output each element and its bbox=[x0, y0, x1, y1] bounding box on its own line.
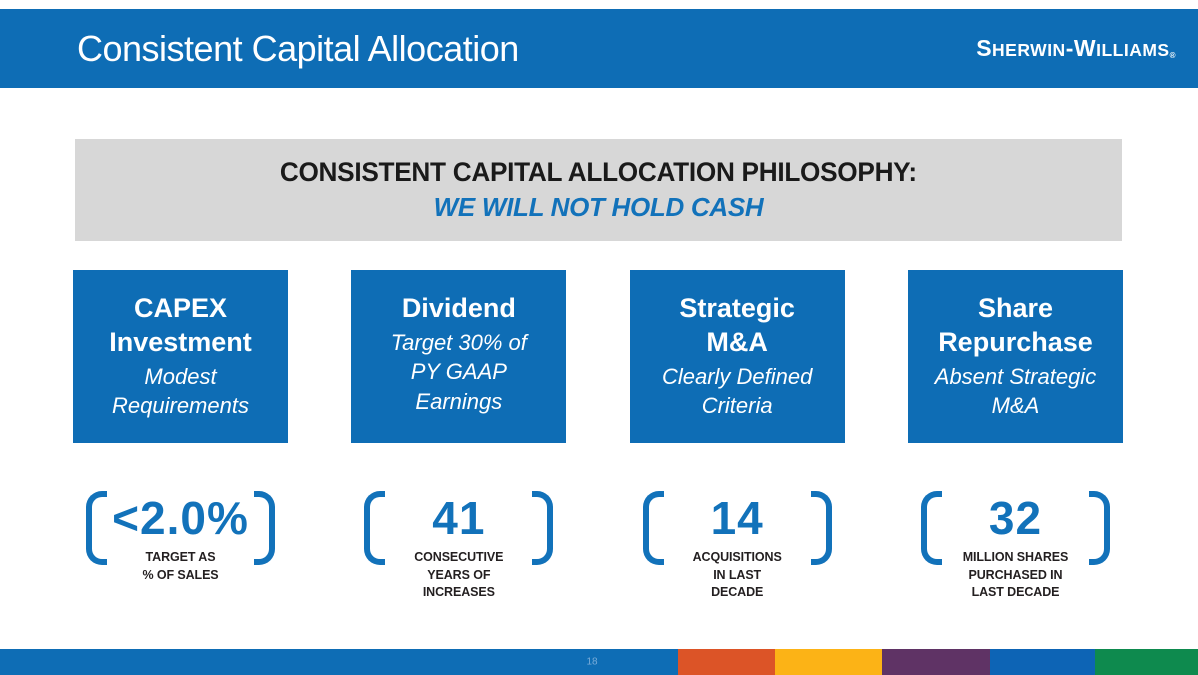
pillar-card-capex: CAPEX Investment Modest Requirements bbox=[73, 270, 288, 443]
stat-value: 41 bbox=[432, 492, 486, 544]
pillar-subtitle: Modest Requirements bbox=[112, 363, 249, 419]
stat-dividend-years: 41 CONSECUTIVE YEARS OF INCREASES bbox=[351, 488, 566, 602]
footer-segment-purple bbox=[882, 649, 990, 675]
stat-shares-purchased: 32 MILLION SHARES PURCHASED IN LAST DECA… bbox=[908, 488, 1123, 602]
bracket-left bbox=[86, 491, 107, 565]
page-number: 18 bbox=[586, 656, 598, 668]
stat-caption: ACQUISITIONS IN LAST DECADE bbox=[692, 550, 782, 599]
pillar-card-share-repurchase: Share Repurchase Absent Strategic M&A bbox=[907, 270, 1123, 443]
stat-caption: CONSECUTIVE YEARS OF INCREASES bbox=[414, 550, 504, 599]
bracket-left bbox=[364, 491, 386, 565]
footer-bar: 18 bbox=[0, 649, 1198, 675]
sherwin-williams-logo: S HERWIN - W ILLIAMS ® bbox=[976, 35, 1176, 61]
bracket-right bbox=[254, 491, 275, 565]
pillar-card-dividend: Dividend Target 30% of PY GAAP Earnings bbox=[351, 270, 567, 443]
logo-text: S bbox=[976, 35, 993, 61]
bracket-right bbox=[810, 491, 832, 565]
stat-caption: MILLION SHARES PURCHASED IN LAST DECADE bbox=[962, 550, 1069, 599]
banner-subheading: WE WILL NOT HOLD CASH bbox=[433, 192, 764, 222]
header-bar: Consistent Capital Allocation S HERWIN - W I… bbox=[0, 9, 1198, 88]
footer-segment-green bbox=[1095, 649, 1198, 675]
stat-capex-target: <2.0% TARGET AS % OF SALES bbox=[73, 488, 288, 602]
footer-segment-blue bbox=[990, 649, 1095, 675]
philosophy-banner: CONSISTENT CAPITAL ALLOCATION PHILOSOPHY… bbox=[75, 139, 1122, 241]
stat-acquisitions: 14 ACQUISITIONS IN LAST DECADE bbox=[630, 488, 845, 602]
pillar-subtitle: Clearly Defined Criteria bbox=[661, 363, 813, 419]
bracket-left bbox=[642, 491, 664, 565]
bracket-right bbox=[532, 491, 554, 565]
stats-row: <2.0% TARGET AS % OF SALES 41 CONSECUTIV… bbox=[73, 488, 1123, 602]
stat-value: 32 bbox=[988, 492, 1043, 544]
bracket-left bbox=[920, 491, 942, 565]
footer-segment-orange bbox=[678, 649, 775, 675]
bracket-right bbox=[1088, 491, 1110, 565]
slide-title: Consistent Capital Allocation bbox=[77, 27, 519, 69]
banner-heading: CONSISTENT CAPITAL ALLOCATION PHILOSOPHY… bbox=[279, 157, 917, 187]
footer-segment-yellow bbox=[775, 649, 882, 675]
footer-main-segment: 18 bbox=[0, 649, 678, 675]
stat-value: 14 bbox=[710, 492, 764, 544]
pillar-title: Dividend bbox=[401, 293, 516, 323]
pillar-cards-row: CAPEX Investment Modest Requirements Div… bbox=[73, 270, 1123, 443]
pillar-title: Strategic M&A bbox=[679, 293, 795, 357]
stat-value: <2.0% bbox=[112, 492, 249, 544]
pillar-subtitle: Target 30% of PY GAAP Earnings bbox=[390, 329, 527, 415]
stat-caption: TARGET AS % OF SALES bbox=[142, 550, 219, 582]
pillar-card-strategic-ma: Strategic M&A Clearly Defined Criteria bbox=[629, 270, 845, 443]
registered-mark: ® bbox=[1169, 51, 1176, 60]
pillar-subtitle: Absent Strategic M&A bbox=[934, 363, 1097, 419]
pillar-title: CAPEX Investment bbox=[109, 293, 252, 357]
pillar-title: Share Repurchase bbox=[938, 293, 1093, 357]
